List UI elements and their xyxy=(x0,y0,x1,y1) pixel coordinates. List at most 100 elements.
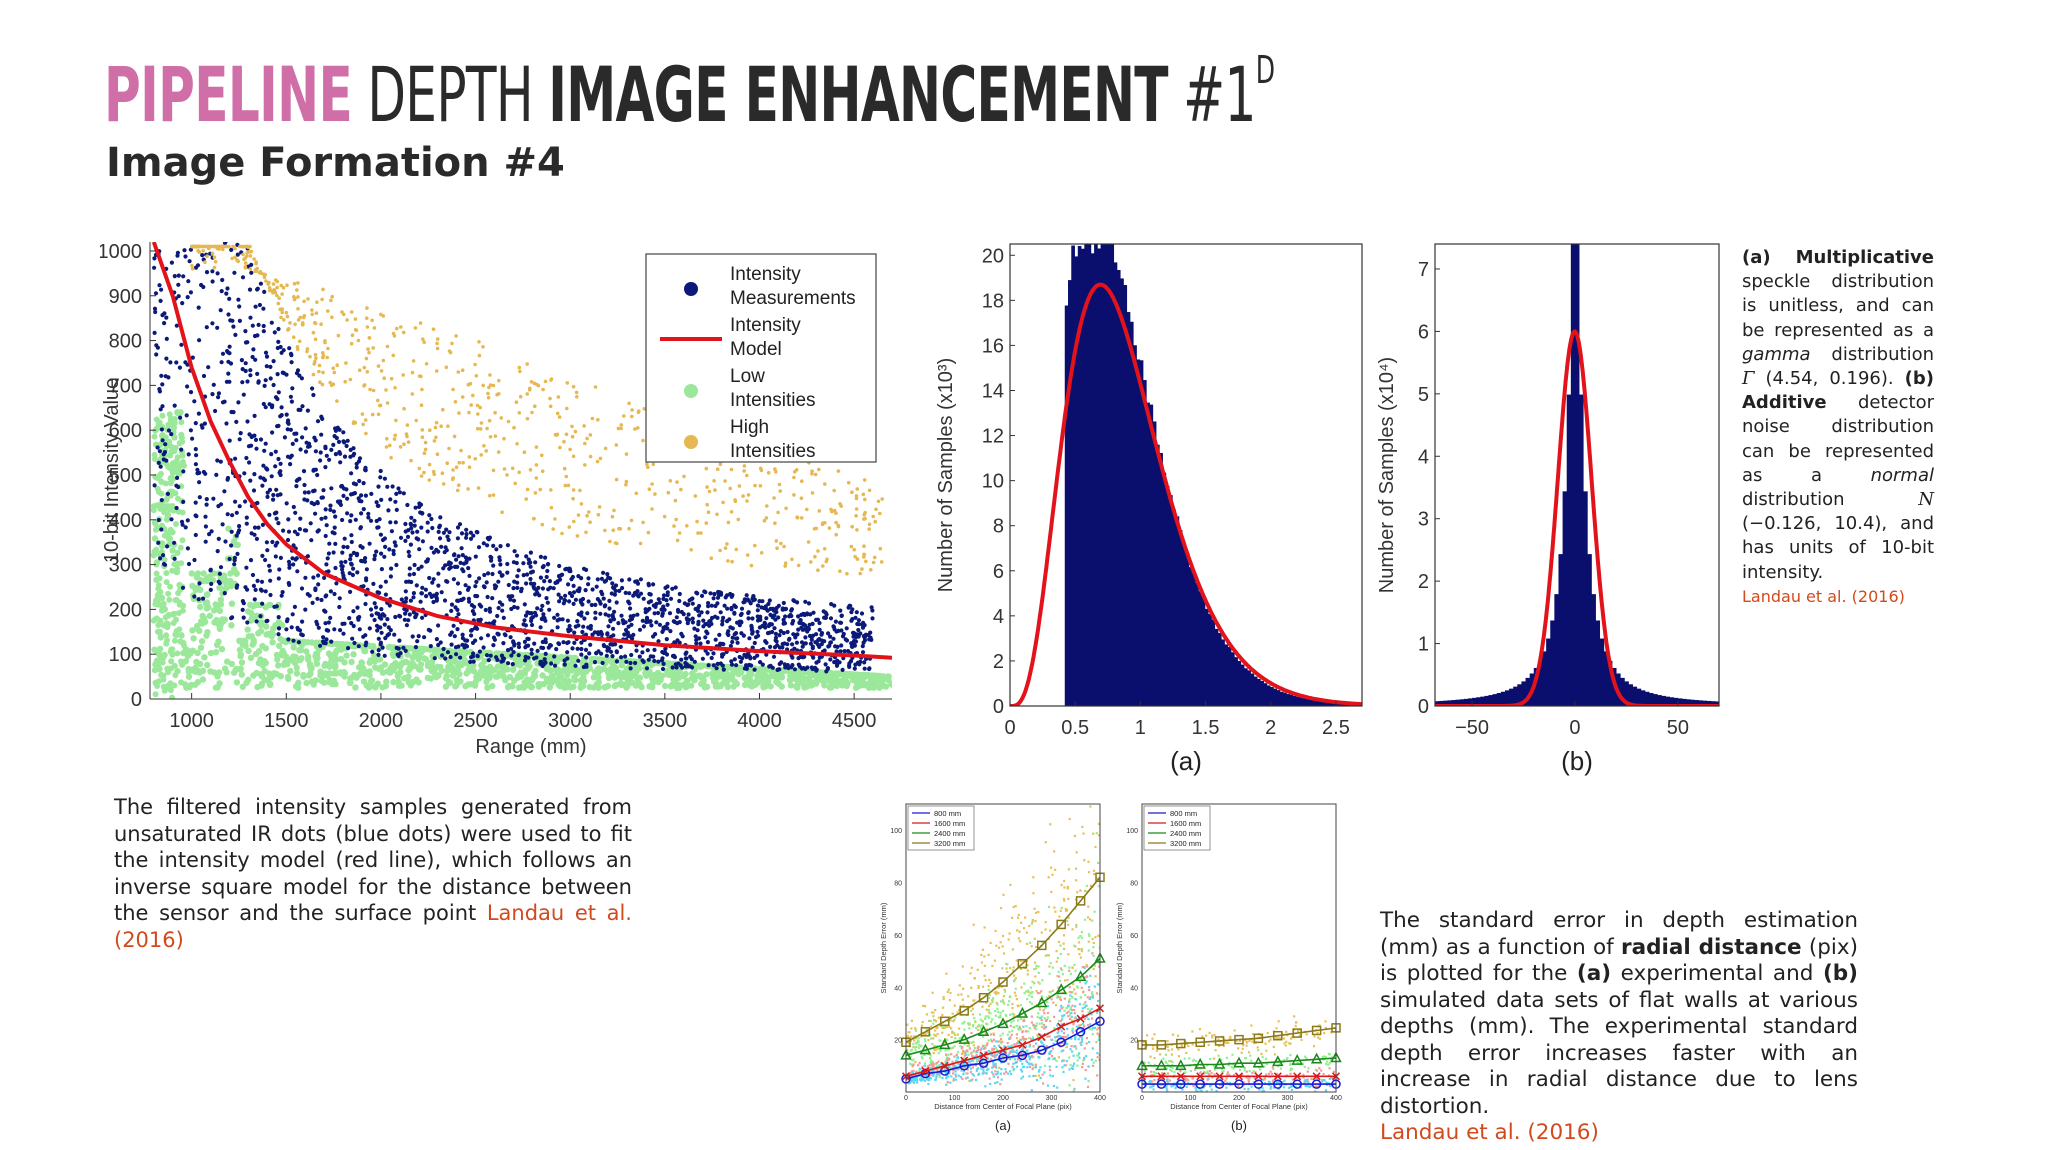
measurement-point xyxy=(405,502,410,508)
measurement-point xyxy=(237,318,242,323)
high-point xyxy=(608,539,612,544)
high-point xyxy=(570,424,574,429)
measurement-point xyxy=(183,254,188,259)
measurement-point xyxy=(369,613,374,618)
high-point xyxy=(512,425,516,430)
low-point xyxy=(211,607,218,614)
measurement-point xyxy=(583,588,588,593)
high-point xyxy=(295,288,299,292)
high-point xyxy=(629,518,634,523)
high-point xyxy=(245,251,249,255)
low-point xyxy=(228,622,235,629)
measurement-point xyxy=(490,571,495,577)
measurement-point xyxy=(571,583,576,588)
measurement-point xyxy=(413,614,418,619)
low-point xyxy=(247,601,254,609)
title-number: #1 xyxy=(1183,50,1256,139)
low-point xyxy=(524,665,532,672)
low-point xyxy=(221,665,229,672)
high-point xyxy=(450,341,454,346)
measurement-point xyxy=(213,408,218,414)
measurement-point xyxy=(264,364,269,369)
measurement-point xyxy=(535,648,540,653)
measurement-point xyxy=(828,616,834,621)
measurement-point xyxy=(665,602,670,607)
high-point xyxy=(435,341,439,346)
measurement-point xyxy=(164,356,169,361)
low-point xyxy=(257,671,264,678)
high-point xyxy=(312,362,316,366)
measurement-point xyxy=(695,606,701,611)
measurement-point xyxy=(796,627,801,632)
measurement-point xyxy=(280,590,285,595)
measurement-point xyxy=(229,529,234,534)
low-point xyxy=(390,678,397,686)
low-point xyxy=(167,506,174,513)
measurement-point xyxy=(152,265,157,270)
hist_a-bars xyxy=(1064,244,1356,706)
high-point xyxy=(401,373,406,377)
measurement-point xyxy=(455,564,460,569)
low-point xyxy=(218,645,226,653)
measurement-point xyxy=(464,535,469,540)
high-point xyxy=(723,546,728,550)
high-point xyxy=(838,569,842,573)
measurement-point xyxy=(725,606,730,611)
measurement-point xyxy=(644,666,650,671)
measurement-point xyxy=(379,630,384,635)
measurement-point xyxy=(860,622,865,627)
measurement-point xyxy=(538,554,543,559)
high-point xyxy=(596,418,600,422)
high-point xyxy=(810,491,815,495)
high-point xyxy=(618,527,623,531)
high-point xyxy=(846,480,851,485)
y-tick-label: 800 xyxy=(109,331,142,353)
measurement-point xyxy=(225,512,230,517)
low-point xyxy=(269,639,276,646)
measurement-point xyxy=(193,513,198,518)
high-point xyxy=(457,483,461,487)
low-point xyxy=(238,671,245,678)
measurement-point xyxy=(735,640,740,645)
high-point xyxy=(326,346,330,351)
measurement-point xyxy=(206,365,211,370)
measurement-point xyxy=(197,581,202,586)
low-point xyxy=(376,656,384,663)
low-point xyxy=(612,682,619,689)
measurement-point xyxy=(251,583,256,588)
measurement-point xyxy=(250,323,255,328)
measurement-point xyxy=(306,490,311,495)
measurement-point xyxy=(348,553,353,558)
measurement-point xyxy=(204,497,209,502)
measurement-point xyxy=(654,601,659,606)
low-point xyxy=(245,647,252,655)
high-point xyxy=(296,307,300,311)
high-point xyxy=(450,477,455,482)
measurement-point xyxy=(774,609,779,615)
high-point xyxy=(777,482,782,487)
measurement-point xyxy=(792,646,797,651)
measurement-point xyxy=(341,631,346,636)
measurement-point xyxy=(169,517,174,522)
measurement-point xyxy=(388,497,393,502)
measurement-point xyxy=(449,608,454,613)
measurement-point xyxy=(739,631,744,636)
measurement-point xyxy=(749,625,754,630)
measurement-point xyxy=(196,597,201,602)
measurement-point xyxy=(587,651,592,656)
measurement-point xyxy=(457,590,462,596)
measurement-point xyxy=(416,566,421,571)
low-point xyxy=(153,546,160,553)
measurement-point xyxy=(289,399,294,404)
high-point xyxy=(476,486,481,490)
measurement-point xyxy=(315,596,320,601)
measurement-point xyxy=(169,432,174,437)
measurement-point xyxy=(535,606,540,611)
low-point xyxy=(359,664,367,672)
high-point xyxy=(385,401,390,405)
measurement-point xyxy=(332,525,337,530)
measurement-point xyxy=(473,554,478,559)
measurement-point xyxy=(725,631,730,636)
measurement-point xyxy=(349,533,354,538)
